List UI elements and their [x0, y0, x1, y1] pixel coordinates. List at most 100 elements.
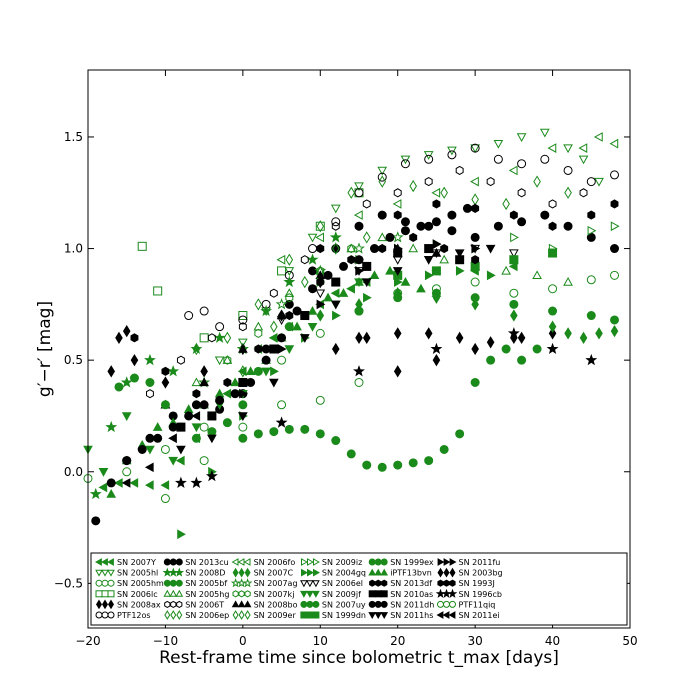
- data-point: [548, 306, 558, 316]
- data-point: [486, 355, 496, 365]
- data-point: [122, 324, 131, 338]
- data-point: [214, 388, 225, 398]
- legend-marker: [380, 612, 389, 620]
- data-point: [423, 151, 434, 160]
- legend-label: SN 2005hl: [117, 569, 158, 578]
- data-point: [532, 270, 542, 280]
- legend-marker: [301, 558, 308, 566]
- data-point: [509, 210, 518, 220]
- data-point: [168, 422, 178, 432]
- data-point: [223, 377, 232, 388]
- legend-label: SN 2011hs: [390, 611, 433, 620]
- data-point: [400, 155, 411, 165]
- data-point: [122, 456, 132, 466]
- legend-label: SN 2003bg: [459, 569, 503, 578]
- data-point: [354, 377, 364, 387]
- data-point: [423, 256, 434, 265]
- tick-layer: −20 −10 0 10 20 30 40 50 −0.5 0.0 0.5 1.0 1.5: [54, 70, 638, 648]
- data-point: [283, 275, 296, 288]
- data-point: [532, 344, 542, 354]
- data-point: [323, 292, 333, 302]
- data-point: [238, 322, 247, 332]
- data-point: [578, 143, 588, 153]
- data-point: [308, 244, 318, 254]
- legend-marker: [176, 600, 183, 608]
- data-point: [144, 462, 154, 473]
- legend-label: SN 2005hm: [117, 579, 164, 588]
- legend-label: SN 2009iz: [322, 558, 362, 567]
- data-point: [431, 249, 442, 259]
- data-point: [190, 342, 203, 355]
- data-point: [462, 203, 472, 213]
- data-point: [239, 365, 247, 378]
- data-point: [393, 460, 403, 470]
- data-point: [563, 277, 573, 286]
- legend-marker: [312, 590, 320, 598]
- data-point: [145, 445, 155, 455]
- data-point: [292, 321, 302, 331]
- data-point: [517, 159, 527, 169]
- data-point: [347, 243, 356, 254]
- data-point: [432, 199, 441, 209]
- data-point: [316, 299, 326, 310]
- legend-marker: [312, 611, 320, 619]
- data-point: [199, 377, 209, 387]
- data-point: [105, 420, 118, 433]
- data-point: [533, 175, 541, 188]
- data-point: [439, 444, 449, 454]
- data-point: [339, 261, 349, 271]
- data-point: [346, 449, 356, 459]
- legend-marker: [174, 567, 185, 577]
- data-point: [362, 261, 372, 271]
- data-point: [470, 377, 480, 387]
- data-point: [378, 175, 387, 188]
- data-point: [230, 377, 240, 387]
- data-point: [284, 345, 295, 355]
- data-point: [355, 221, 363, 231]
- data-point: [509, 255, 519, 265]
- legend-label: SN 1999dn: [322, 611, 366, 620]
- data-point: [199, 456, 209, 466]
- legend-marker: [374, 600, 382, 608]
- data-point: [470, 176, 479, 187]
- data-point: [223, 331, 232, 344]
- data-point: [168, 456, 179, 466]
- data-point: [276, 254, 286, 265]
- data-point: [199, 400, 209, 410]
- legend-label: SN 2013cu: [185, 558, 228, 567]
- legend-label: PTF12os: [117, 611, 151, 620]
- legend-marker: [300, 600, 308, 608]
- legend-marker: [306, 600, 314, 608]
- data-point: [540, 154, 550, 164]
- data-point: [507, 327, 520, 339]
- data-point: [107, 365, 116, 378]
- data-point: [424, 327, 433, 340]
- legend-marker: [449, 579, 456, 587]
- data-point: [517, 188, 526, 198]
- legend-marker: [380, 590, 388, 598]
- data-point: [145, 389, 154, 399]
- data-point: [254, 344, 263, 354]
- data-point: [153, 286, 163, 296]
- data-point: [238, 311, 248, 321]
- data-point: [144, 353, 156, 366]
- data-point: [431, 187, 441, 198]
- data-point: [579, 188, 588, 198]
- data-point: [308, 266, 318, 276]
- data-point: [516, 133, 527, 142]
- data-point: [362, 331, 371, 344]
- data-point: [578, 155, 589, 165]
- data-point: [369, 270, 380, 280]
- data-point: [400, 159, 410, 169]
- data-point: [455, 165, 464, 176]
- data-point: [563, 165, 573, 175]
- data-point: [284, 288, 295, 297]
- data-point: [190, 476, 203, 488]
- data-point: [394, 277, 403, 287]
- data-point: [284, 424, 294, 434]
- legend-marker: [244, 590, 251, 598]
- data-point: [470, 143, 480, 153]
- x-tick-label: 10: [313, 634, 328, 648]
- data-point: [277, 344, 287, 354]
